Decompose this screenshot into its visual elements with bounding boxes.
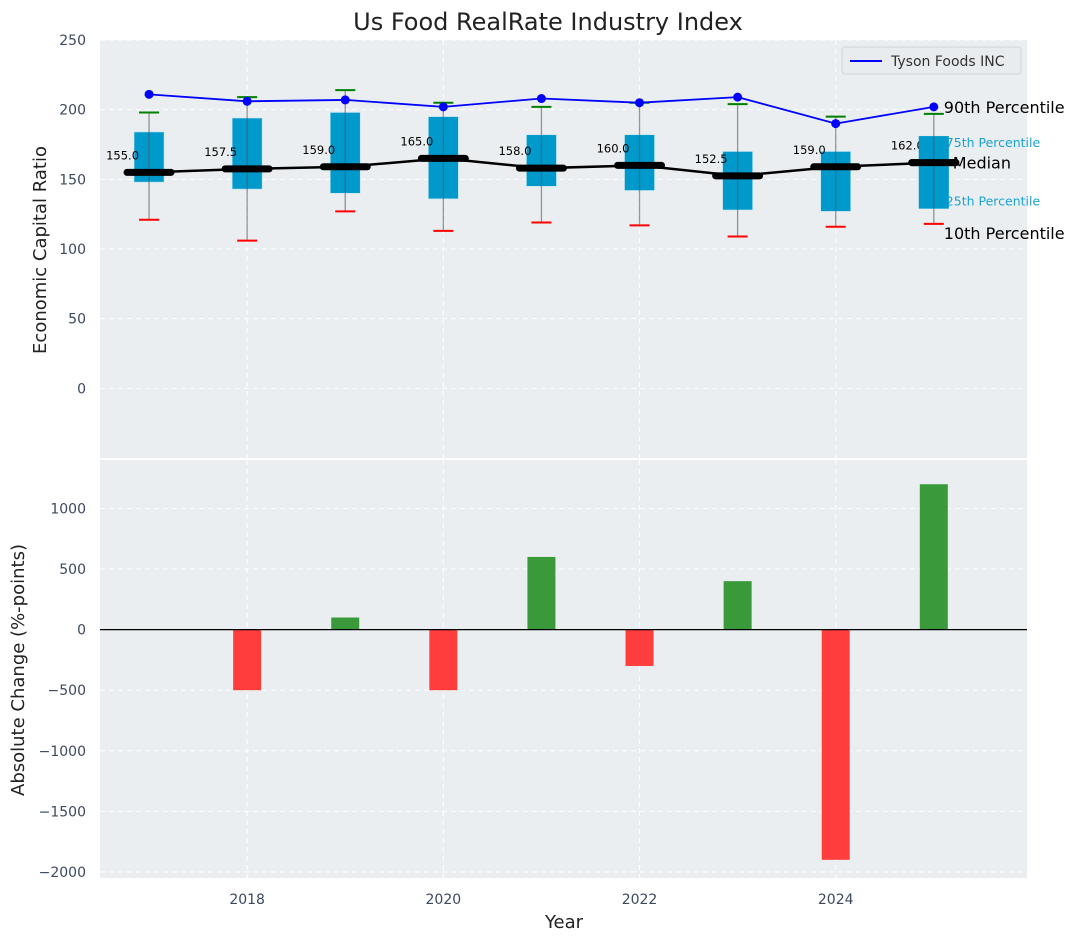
x-tick-label: 2018 (229, 892, 265, 908)
bar-positive (724, 581, 752, 629)
top-y-tick-label: 150 (59, 172, 86, 188)
x-axis-label: Year (544, 912, 584, 933)
bottom-y-tick-label: 0 (77, 623, 86, 639)
bar-negative (822, 630, 850, 860)
x-tick-label: 2022 (622, 892, 658, 908)
bottom-y-tick-label: −1500 (39, 804, 86, 820)
annotation-90th-percentile: 90th Percentile (944, 98, 1065, 117)
x-tick-labels: 2018 2020 2022 2024 (229, 892, 853, 908)
bottom-y-tick-label: 1000 (50, 501, 86, 517)
bar-negative (626, 630, 654, 666)
top-y-tick-label: 200 (59, 103, 86, 119)
tyson-point (341, 95, 350, 104)
legend: Tyson Foods INC (842, 47, 1021, 74)
tyson-point (831, 119, 840, 128)
annotation-median: Median (953, 154, 1011, 173)
bottom-y-tick-labels: −2000 −1500 −1000 −500 0 500 1000 (39, 501, 86, 880)
annotation-10th-percentile: 10th Percentile (944, 224, 1065, 243)
median-value-label: 165.0 (400, 134, 433, 148)
tyson-point (243, 97, 252, 106)
x-tick-label: 2020 (426, 892, 462, 908)
figure: Us Food RealRate Industry Index 0 50 100 15… (0, 0, 1077, 942)
tyson-point (439, 102, 448, 111)
bar-positive (920, 484, 948, 629)
tyson-point (929, 102, 938, 111)
top-y-tick-labels: 0 50 100 150 200 250 (59, 33, 86, 397)
tyson-point (733, 93, 742, 102)
median-value-label: 158.0 (498, 144, 531, 158)
legend-tyson-label: Tyson Foods INC (890, 54, 1005, 70)
top-y-tick-label: 0 (77, 381, 86, 397)
bar-positive (331, 618, 359, 630)
median-value-label: 160.0 (597, 141, 630, 155)
tyson-point (635, 98, 644, 107)
top-y-tick-label: 250 (59, 33, 86, 49)
median-value-label: 159.0 (302, 143, 335, 157)
median-value-label: 159.0 (793, 143, 826, 157)
bottom-y-tick-label: −1000 (39, 744, 86, 760)
x-tick-label: 2024 (818, 892, 854, 908)
median-value-label: 155.0 (106, 148, 139, 162)
annotation-75th-percentile: 75th Percentile (946, 135, 1041, 150)
top-y-tick-label: 100 (59, 242, 86, 258)
median-value-label: 157.5 (204, 145, 237, 159)
tyson-point (145, 90, 154, 99)
bar-positive (527, 557, 555, 630)
bottom-y-tick-label: −500 (48, 683, 86, 699)
top-y-tick-label: 50 (68, 312, 86, 328)
bar-negative (233, 630, 261, 691)
bottom-y-tick-label: −2000 (39, 865, 86, 881)
annotation-25th-percentile: 25th Percentile (946, 194, 1041, 209)
bar-negative (429, 630, 457, 691)
median-value-label: 152.5 (695, 152, 728, 166)
chart-title: Us Food RealRate Industry Index (353, 8, 743, 36)
bottom-y-axis-label: Absolute Change (%-points) (8, 544, 29, 796)
bottom-y-tick-label: 500 (59, 562, 86, 578)
tyson-point (537, 94, 546, 103)
top-y-axis-label: Economic Capital Ratio (30, 146, 51, 354)
